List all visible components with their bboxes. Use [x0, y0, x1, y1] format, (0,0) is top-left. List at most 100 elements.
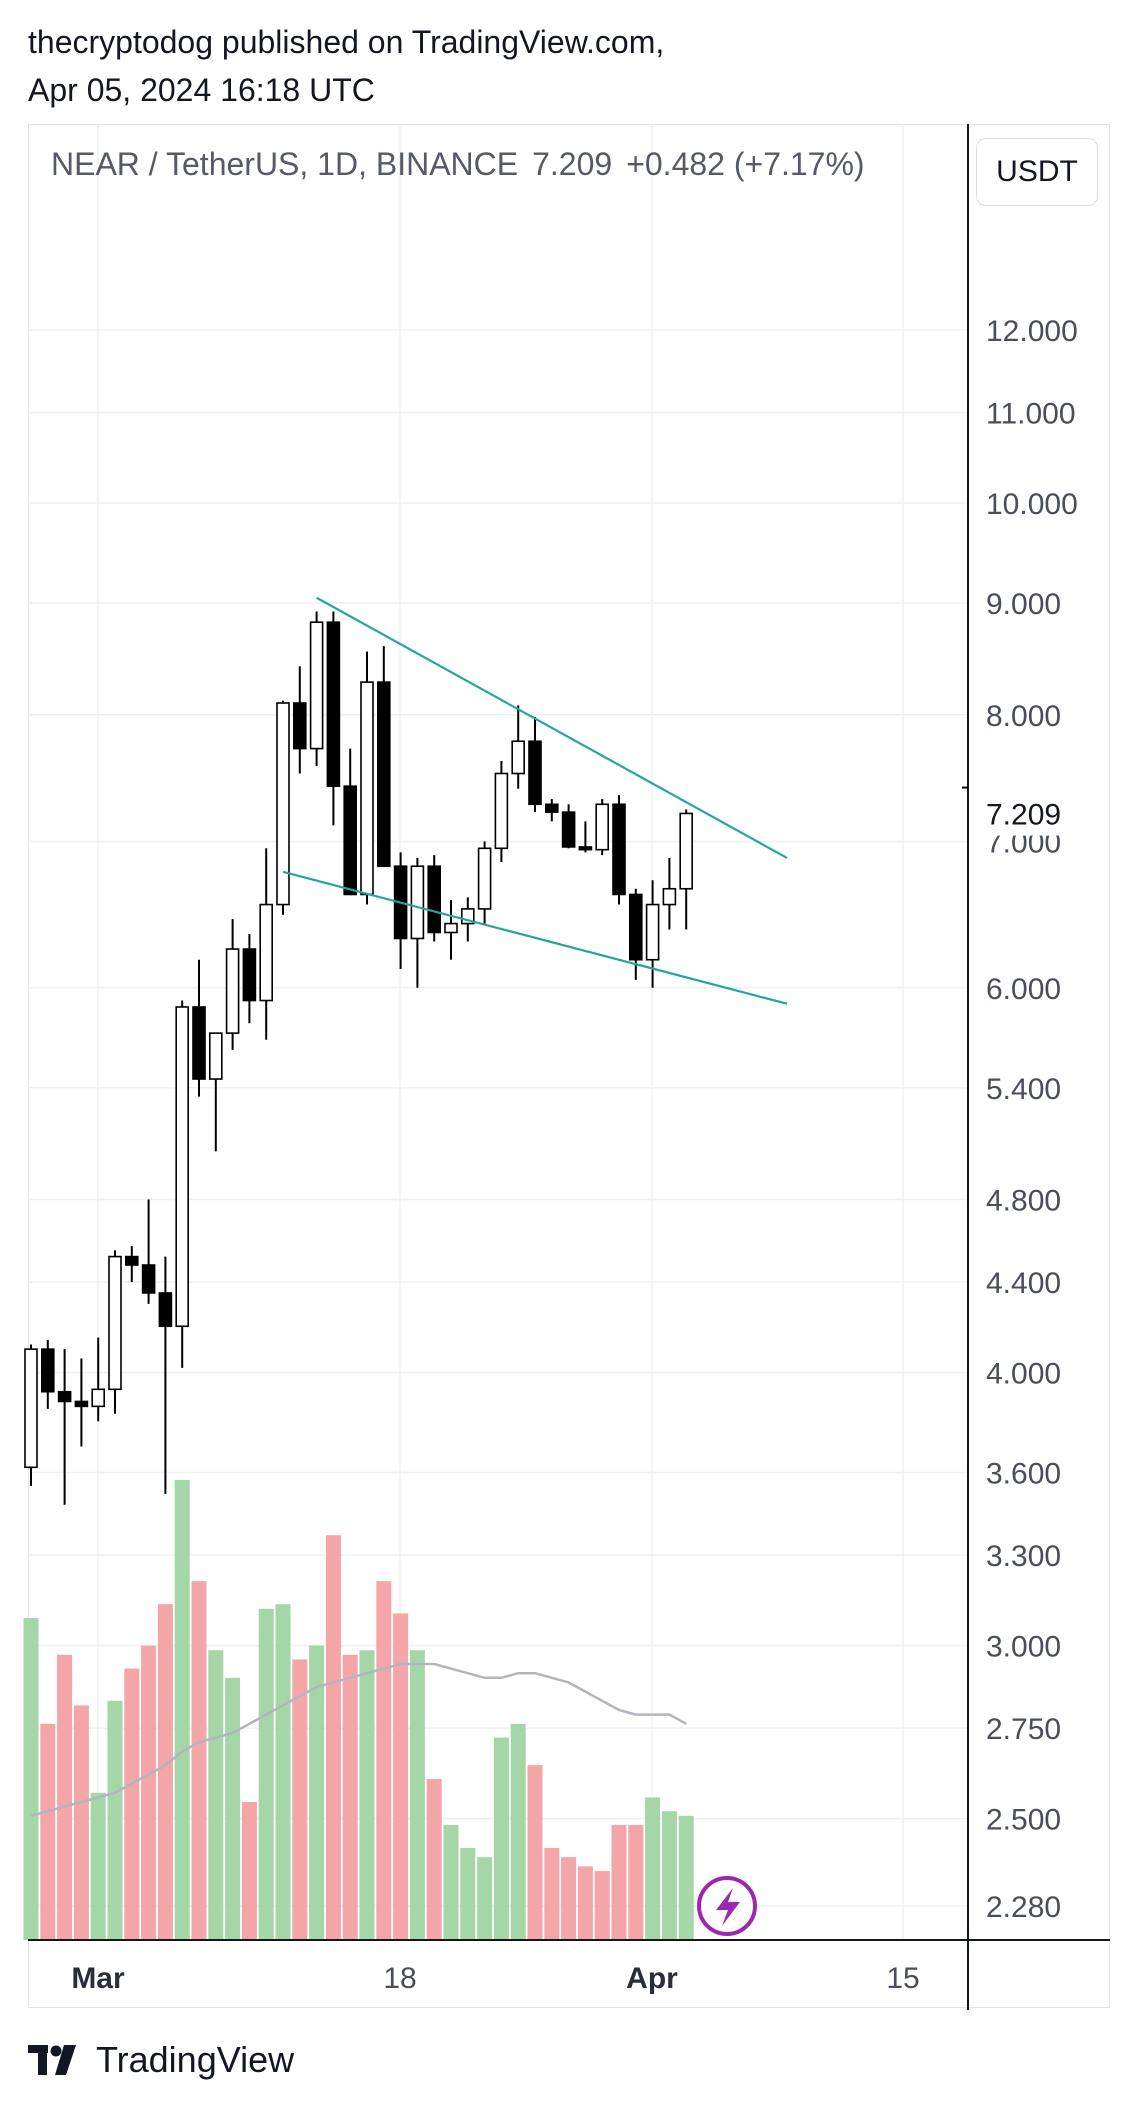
candle-body	[376, 681, 391, 868]
y-tick-label: 3.300	[986, 1540, 1061, 1573]
last-price-bg	[970, 791, 1090, 836]
candle	[343, 748, 358, 896]
bolt-icon	[716, 1888, 740, 1926]
volume-bar	[561, 1857, 577, 1940]
volume-bar	[645, 1797, 661, 1940]
y-tick-label: 10.000	[986, 488, 1078, 521]
price-chart[interactable]: 12.00011.00010.0009.0008.0007.0006.0005.…	[0, 0, 1136, 2030]
volume-bar	[241, 1802, 257, 1940]
legend-change: +0.482 (+7.17%)	[626, 146, 865, 182]
candle-body	[326, 621, 341, 788]
candle	[528, 717, 542, 813]
volume-ma-series	[30, 1662, 687, 1818]
y-tick-label: 4.000	[986, 1358, 1061, 1391]
candle	[511, 705, 526, 789]
candle	[175, 1000, 189, 1368]
volume-bar	[527, 1765, 543, 1940]
volume-bar	[258, 1608, 274, 1940]
y-tick-label: 8.000	[986, 700, 1061, 733]
candle-body	[494, 772, 509, 850]
volume-bar	[460, 1848, 476, 1940]
volume-bar	[477, 1857, 493, 1940]
candle-body	[259, 903, 274, 1002]
y-tick-label: 3.000	[986, 1631, 1061, 1664]
tradingview-logo[interactable]: TradingView	[28, 2036, 294, 2084]
y-tick-label: 3.600	[986, 1458, 1061, 1491]
x-tick-label: Mar	[71, 1962, 125, 1995]
candle	[578, 821, 593, 853]
candle	[225, 919, 240, 1050]
candle	[242, 933, 257, 1024]
x-tick-label: 15	[886, 1962, 919, 1995]
candle-body	[24, 1348, 38, 1469]
currency-unit-label: USDT	[996, 155, 1078, 188]
candle	[427, 855, 442, 942]
candle-body	[125, 1255, 139, 1266]
x-tick-label: 18	[383, 1962, 416, 1995]
candle	[125, 1246, 139, 1283]
volume-bar	[174, 1480, 190, 1940]
candle-body	[343, 785, 358, 896]
y-tick-label: 2.750	[986, 1713, 1061, 1746]
candle	[645, 880, 660, 988]
last-price-value: 7.209	[986, 799, 1061, 832]
candle	[360, 651, 374, 905]
candle-body	[40, 1348, 55, 1393]
candle-body	[662, 887, 677, 906]
candle	[209, 1032, 223, 1152]
publish-date: Apr 05, 2024 16:18 UTC	[28, 72, 375, 108]
candle	[108, 1250, 122, 1414]
y-tick-label: 12.000	[986, 315, 1078, 348]
candle	[74, 1358, 89, 1447]
trendline[interactable]	[282, 870, 788, 1005]
volume-bar	[325, 1535, 341, 1940]
volume-bar	[359, 1650, 375, 1940]
volume-bar	[208, 1650, 224, 1940]
volume-bar	[544, 1848, 560, 1940]
trendline[interactable]	[316, 596, 788, 859]
candle-body	[410, 865, 425, 940]
candle	[376, 646, 391, 868]
volume-bar	[73, 1705, 89, 1940]
candle	[444, 900, 458, 960]
candle-body	[679, 812, 694, 890]
candle-body	[309, 621, 324, 750]
candle-series	[24, 611, 694, 1505]
volume-bar	[611, 1825, 627, 1940]
candle	[612, 795, 626, 905]
candle-body	[645, 903, 660, 961]
candle-body	[360, 681, 374, 896]
currency-unit-button[interactable]: USDT	[976, 138, 1098, 206]
candle	[544, 799, 559, 822]
candle-body	[477, 847, 492, 910]
candle-body	[108, 1255, 122, 1391]
candle	[192, 959, 206, 1097]
candle-body	[612, 803, 626, 896]
candle	[595, 799, 610, 856]
volume-bar	[124, 1668, 140, 1940]
y-tick-label: 5.400	[986, 1073, 1061, 1106]
y-tick-label: 4.800	[986, 1185, 1061, 1218]
candle	[494, 760, 509, 863]
lightning-icon[interactable]	[697, 1876, 757, 1936]
y-tick-label: 6.000	[986, 973, 1061, 1006]
volume-bar	[393, 1613, 409, 1940]
volume-bar	[23, 1618, 39, 1940]
axes	[28, 124, 1110, 2010]
symbol-legend: NEAR / TetherUS, 1D, BINANCE 7.209 +0.482 …	[51, 146, 879, 183]
candle-body	[578, 846, 593, 851]
candle	[679, 809, 694, 930]
y-tick-label: 2.500	[986, 1804, 1061, 1837]
candle-body	[544, 803, 559, 813]
volume-bar	[342, 1654, 358, 1940]
legend-symbol: NEAR / TetherUS, 1D, BINANCE	[51, 146, 519, 182]
y-tick-label: 11.000	[986, 398, 1076, 431]
y-tick-label: 4.400	[986, 1267, 1061, 1300]
volume-bar	[628, 1825, 644, 1940]
y-axis-labels: 12.00011.00010.0009.0008.0007.0006.0005.…	[986, 315, 1078, 1924]
volume-bar	[577, 1866, 593, 1940]
candle	[326, 611, 341, 826]
volume-bar	[292, 1659, 308, 1940]
candle-body	[57, 1390, 72, 1403]
legend-last-price: 7.209	[532, 146, 613, 182]
